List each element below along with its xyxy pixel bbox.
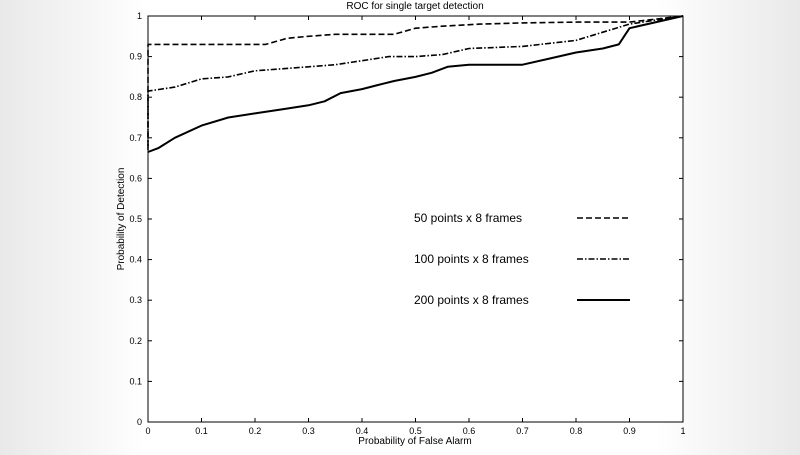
chart-title: ROC for single target detection <box>346 1 483 12</box>
series-layer <box>147 15 684 153</box>
series-line-3 <box>147 15 684 153</box>
y-axis-label: Probability of Detection <box>116 168 127 271</box>
x-tick-label: 0.6 <box>463 426 476 436</box>
y-tick-label: 0.3 <box>129 295 142 305</box>
y-tick-label: 0.7 <box>129 133 142 143</box>
x-tick-label: 0.8 <box>570 426 583 436</box>
legend-label: 200 points x 8 frames <box>414 293 529 307</box>
legend: 50 points x 8 frames 100 points x 8 frame… <box>414 211 630 307</box>
y-tick-label: 0 <box>137 417 142 427</box>
x-tick-label: 0.5 <box>409 426 422 436</box>
x-tick-label: 0.3 <box>302 426 315 436</box>
y-axis: 0 0.1 0.2 0.3 0.4 0.5 0.6 0.7 0.8 0.9 1 <box>129 11 683 427</box>
y-tick-label: 0.5 <box>129 214 142 224</box>
y-tick-label: 0.2 <box>129 336 142 346</box>
x-tick-label: 1 <box>680 426 685 436</box>
series-line-1 <box>147 15 684 146</box>
y-tick-label: 0.6 <box>129 173 142 183</box>
x-tick-label: 0.7 <box>516 426 529 436</box>
x-axis: 0 0.1 0.2 0.3 0.4 0.5 0.6 0.7 0.8 0.9 1 <box>145 16 686 436</box>
x-tick-label: 0.9 <box>623 426 636 436</box>
y-tick-label: 0.1 <box>129 376 142 386</box>
series-line-2 <box>147 15 684 150</box>
y-tick-label: 0.9 <box>129 52 142 62</box>
y-tick-label: 0.8 <box>129 92 142 102</box>
legend-label: 50 points x 8 frames <box>414 211 522 225</box>
x-axis-label: Probability of False Alarm <box>358 436 471 447</box>
x-tick-label: 0 <box>145 426 150 436</box>
x-tick-label: 0.2 <box>249 426 262 436</box>
y-tick-label: 0.4 <box>129 255 142 265</box>
legend-label: 100 points x 8 frames <box>414 252 529 266</box>
x-tick-label: 0.1 <box>195 426 208 436</box>
x-tick-label: 0.4 <box>356 426 369 436</box>
plot-area <box>147 15 684 423</box>
y-tick-label: 1 <box>137 11 142 21</box>
